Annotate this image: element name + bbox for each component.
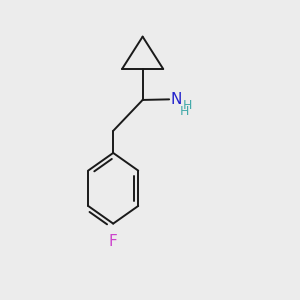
Text: F: F [109, 234, 118, 249]
Text: H: H [183, 99, 192, 112]
Text: N: N [171, 92, 182, 107]
Text: H: H [179, 105, 189, 118]
